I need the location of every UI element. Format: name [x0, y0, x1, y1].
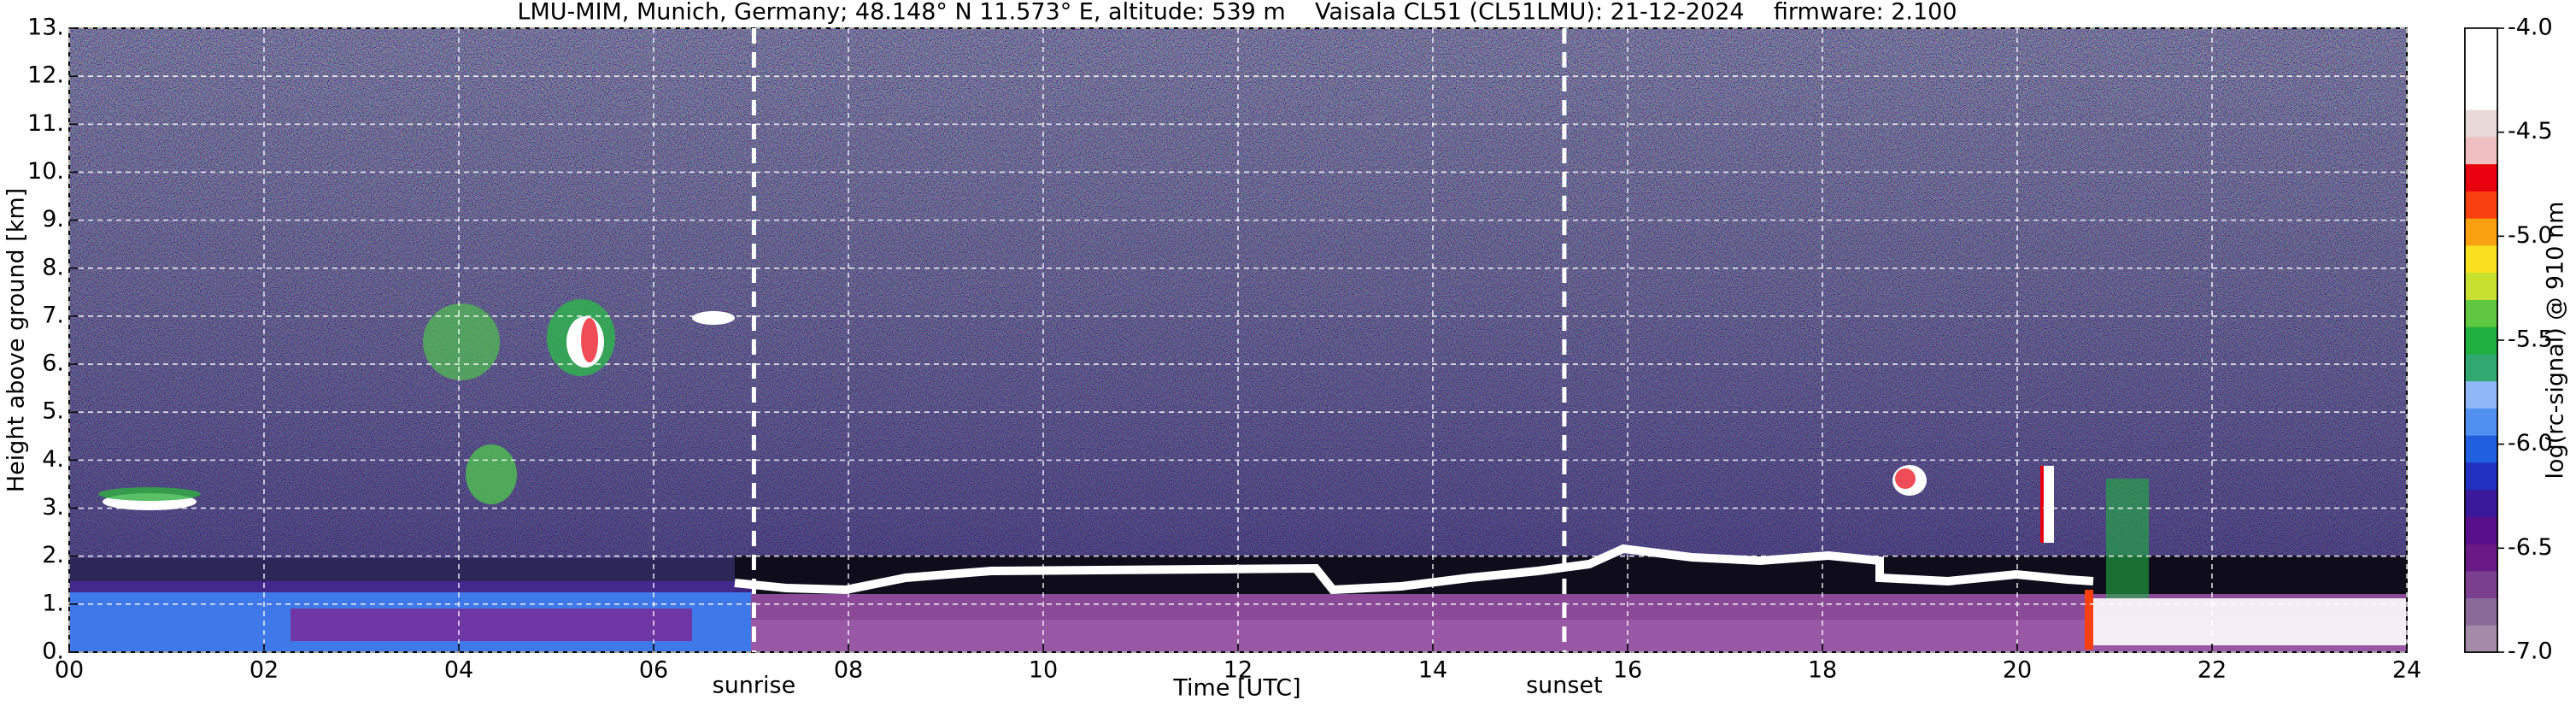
x-tick-label: 00: [55, 657, 84, 684]
cloud: [2044, 466, 2054, 543]
colorbar-tick-label: -6.0: [2508, 430, 2553, 456]
y-tick-label: 8.: [42, 254, 64, 280]
colorbar-swatch: [2465, 244, 2497, 274]
y-tick-label: 0.: [42, 638, 64, 665]
colorbar-swatch: [2465, 462, 2497, 491]
boundary-layer: [290, 609, 692, 641]
y-tick-label: 7.: [42, 302, 64, 328]
colorbar-swatch: [2465, 191, 2497, 219]
marker-label: sunset: [1526, 673, 1603, 699]
colorbar-swatch: [2465, 489, 2497, 517]
x-tick-label: 16: [1613, 657, 1642, 684]
y-axis-label: Height above ground [km]: [3, 188, 30, 492]
y-tick-label: 9.: [42, 206, 64, 232]
x-tick-label: 04: [444, 657, 473, 684]
cloud-base: [734, 544, 2094, 595]
marker-label: sunrise: [713, 673, 796, 699]
colorbar-swatch: [2465, 299, 2497, 327]
colorbar-swatch: [2465, 327, 2497, 355]
colorbar-swatch: [2465, 353, 2497, 382]
y-tick-label: 2.: [42, 542, 64, 568]
y-tick-label: 5.: [42, 398, 64, 425]
y-tick-label: 12.: [27, 62, 64, 89]
colorbar-tick-label: -6.5: [2508, 534, 2553, 561]
colorbar-swatch: [2465, 55, 2497, 83]
x-tick-label: 18: [1808, 657, 1837, 684]
x-tick-label: 14: [1418, 657, 1447, 684]
colorbar-label: log(rc-signal) @ 910 nm: [2543, 202, 2569, 479]
x-axis-label: Time [UTC]: [1172, 675, 1300, 702]
colorbar-tick-label: -4.0: [2508, 15, 2553, 41]
y-tick-label: 3.: [42, 494, 64, 521]
colorbar-tick-label: -7.0: [2508, 638, 2553, 665]
colorbar-tick-label: -5.5: [2508, 327, 2553, 353]
colorbar-tick-label: -4.5: [2508, 118, 2553, 144]
colorbar-swatch: [2465, 109, 2497, 138]
x-tick-label: 02: [249, 657, 279, 684]
y-tick-label: 11.: [27, 110, 64, 137]
cloud: [466, 444, 517, 504]
x-tick-label: 06: [639, 657, 668, 684]
colorbar-swatch: [2465, 163, 2497, 191]
y-tick-label: 6.: [42, 350, 64, 377]
y-tick-label: 10.: [27, 158, 64, 185]
colorbar-swatch: [2465, 516, 2497, 544]
cloud: [581, 318, 598, 362]
cloud: [2040, 466, 2044, 543]
cloud: [2106, 479, 2149, 598]
colorbar-swatch: [2465, 435, 2497, 463]
fog: [2085, 590, 2093, 650]
colorbar-swatch: [2465, 597, 2497, 626]
cloud: [98, 487, 201, 501]
colorbar-tick-label: -5.0: [2508, 222, 2553, 249]
colorbar-swatch: [2465, 28, 2497, 56]
colorbar-swatch: [2465, 408, 2497, 436]
y-tick-label: 4.: [42, 446, 64, 473]
y-tick-label: 13.: [27, 15, 64, 41]
x-tick-label: 20: [2003, 657, 2032, 684]
chart-title: LMU-MIM, Munich, Germany; 48.148° N 11.5…: [517, 0, 1957, 26]
colorbar-swatch: [2465, 82, 2497, 110]
x-tick-label: 08: [834, 657, 863, 684]
colorbar-swatch: [2465, 544, 2497, 572]
cloud: [423, 303, 500, 380]
x-tick-label: 10: [1029, 657, 1058, 684]
x-tick-label: 22: [2198, 657, 2227, 684]
colorbar-swatch: [2465, 136, 2497, 165]
x-tick-label: 12: [1223, 657, 1253, 684]
x-tick-label: 24: [2392, 657, 2421, 684]
y-tick-label: 1.: [42, 590, 64, 616]
colorbar-swatch: [2465, 272, 2497, 300]
cloud: [692, 311, 735, 325]
cloud: [1895, 468, 1916, 489]
fog: [2093, 598, 2407, 645]
colorbar-swatch: [2465, 380, 2497, 409]
colorbar-swatch: [2465, 625, 2497, 653]
colorbar-swatch: [2465, 570, 2497, 599]
colorbar-swatch: [2465, 218, 2497, 246]
